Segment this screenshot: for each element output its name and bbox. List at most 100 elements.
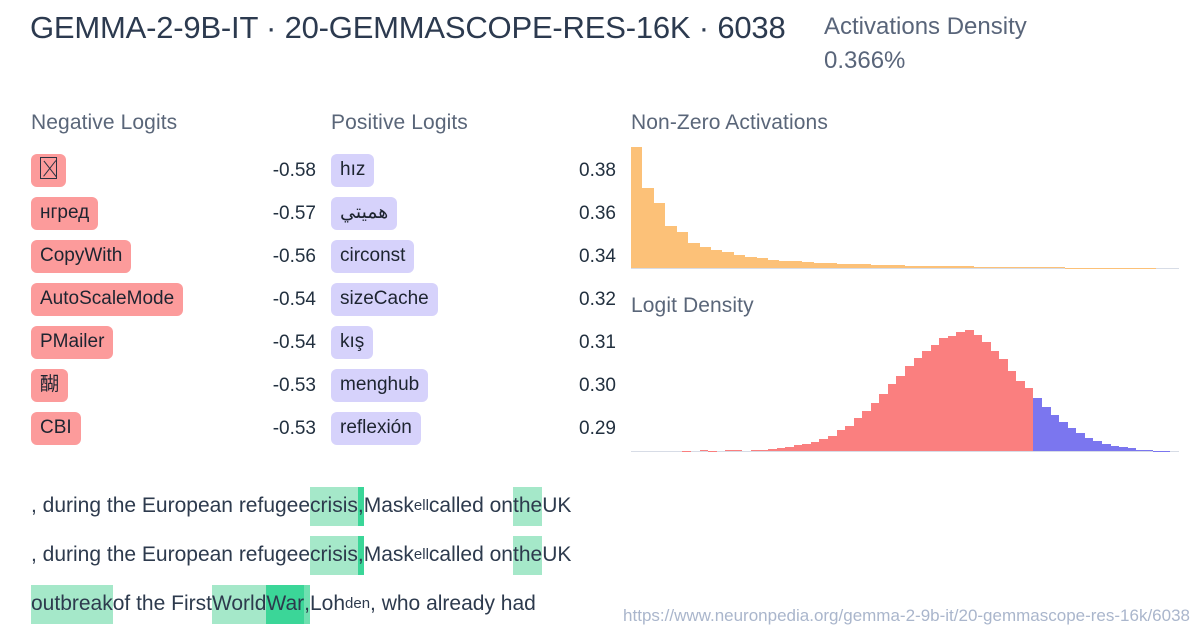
logit-density-heading: Logit Density — [631, 294, 754, 317]
negative-logit-row[interactable]: нгред -0.57 — [31, 192, 316, 235]
negative-logit-value: -0.56 — [272, 245, 316, 267]
logit-density-bar — [1093, 441, 1102, 451]
activation-bar — [1019, 267, 1031, 268]
logit-density-bar — [845, 425, 854, 451]
positive-logit-row[interactable]: reflexión 0.29 — [331, 407, 616, 450]
positive-logit-token[interactable]: reflexión — [331, 412, 421, 445]
negative-logit-row[interactable]: -0.58 — [31, 149, 316, 192]
negative-logit-token[interactable]: PMailer — [31, 326, 114, 359]
negative-logit-token[interactable]: CopyWith — [31, 240, 132, 273]
negative-logit-token[interactable]: AutoScaleMode — [31, 283, 184, 316]
sample-token-highlighted: crisis — [310, 487, 358, 526]
negative-logit-row[interactable]: CopyWith -0.56 — [31, 235, 316, 278]
activation-bar — [962, 266, 974, 268]
positive-logit-row[interactable]: kış 0.31 — [331, 321, 616, 364]
activation-bar — [631, 147, 643, 268]
activation-bar — [916, 265, 928, 268]
logit-density-bar — [1059, 421, 1068, 451]
header: GEMMA-2-9B-IT · 20-GEMMASCOPE-RES-16K · … — [30, 2, 1180, 98]
negative-logit-token[interactable]: CBI — [31, 412, 81, 445]
logit-density-bar — [759, 449, 768, 451]
sample-token: Mask — [363, 494, 414, 517]
logit-density-bar — [1024, 388, 1034, 451]
positive-logit-row[interactable]: menghub 0.30 — [331, 364, 616, 407]
logit-density-bar — [733, 450, 743, 451]
positive-logit-token[interactable]: هميتي — [331, 197, 398, 230]
sample-token-highlighted: outbreak — [31, 585, 113, 624]
sample-text-line[interactable]: , during the European refugee crisis, Ma… — [31, 531, 1171, 580]
logit-density-bar — [1042, 407, 1051, 451]
negative-logit-token[interactable]: 醐 — [31, 369, 69, 402]
activation-bar — [1042, 267, 1054, 268]
activation-bar — [676, 231, 689, 268]
activation-bar — [985, 266, 997, 268]
logit-density-bar — [1144, 450, 1154, 451]
logit-density-bar — [1050, 414, 1060, 451]
activation-bar — [973, 266, 986, 268]
positive-logit-row[interactable]: هميتي 0.36 — [331, 192, 616, 235]
logit-density-bar — [750, 449, 760, 451]
logit-density-bar — [947, 336, 957, 451]
sample-token: Loh — [309, 592, 346, 615]
logit-density-bar — [982, 342, 991, 451]
activation-bar — [870, 264, 883, 268]
sample-token: called on — [428, 543, 513, 566]
positive-logit-token[interactable]: circonst — [331, 240, 415, 273]
activation-bar — [733, 254, 746, 268]
negative-logit-token[interactable]: нгред — [31, 197, 99, 230]
logit-density-bar — [768, 448, 777, 451]
sample-token: ell — [413, 497, 429, 514]
negative-logit-row[interactable]: PMailer -0.54 — [31, 321, 316, 364]
sample-token: , who already had — [370, 592, 536, 615]
logit-density-bar — [1119, 447, 1128, 451]
sample-token-highlighted: , — [357, 487, 364, 526]
sample-token-highlighted: , — [357, 536, 364, 575]
logit-density-bar — [819, 438, 828, 451]
positive-logit-token[interactable]: hız — [331, 154, 375, 187]
negative-logit-row[interactable]: 醐 -0.53 — [31, 364, 316, 407]
negative-logits-heading: Negative Logits — [31, 111, 178, 134]
activation-bar — [1053, 267, 1066, 268]
activation-bar — [745, 256, 757, 268]
logit-density-bar — [956, 332, 965, 451]
activation-bar — [1030, 267, 1043, 268]
activation-bar — [802, 261, 814, 268]
logit-density-bar — [999, 359, 1008, 451]
activation-bar — [859, 264, 871, 268]
sample-token: of the First — [112, 592, 212, 615]
sample-text-line[interactable]: outbreak of the First World War, Loh den,… — [31, 580, 1171, 629]
logit-density-bar — [862, 411, 871, 451]
activation-bar — [893, 265, 906, 268]
sample-token-highlighted: the — [512, 536, 543, 575]
logit-density-bar — [964, 330, 974, 451]
activation-bar — [722, 252, 734, 268]
logit-density-bar — [1084, 437, 1094, 451]
positive-logit-value: 0.38 — [579, 159, 616, 181]
activation-bar — [779, 260, 791, 268]
negative-logit-row[interactable]: AutoScaleMode -0.54 — [31, 278, 316, 321]
logit-density-bar — [1067, 428, 1077, 451]
positive-logit-token[interactable]: sizeCache — [331, 283, 438, 316]
positive-logit-row[interactable]: sizeCache 0.32 — [331, 278, 616, 321]
sample-text-line[interactable]: , during the European refugee crisis, Ma… — [31, 482, 1171, 531]
positive-logit-row[interactable]: circonst 0.34 — [331, 235, 616, 278]
logit-density-bar — [699, 450, 709, 451]
logit-density-bar — [836, 430, 846, 451]
activation-bar — [905, 265, 917, 268]
logit-density-bar — [776, 447, 786, 451]
sample-token: Mask — [363, 543, 414, 566]
negative-logit-token[interactable] — [31, 154, 66, 187]
sample-token: called on — [428, 494, 513, 517]
activation-bar — [939, 266, 951, 268]
activation-bar — [790, 261, 803, 268]
logit-density-chart — [631, 330, 1179, 452]
positive-logit-row[interactable]: hız 0.38 — [331, 149, 616, 192]
activations-bars — [631, 147, 1179, 268]
activation-text-samples: , during the European refugee crisis, Ma… — [31, 482, 1171, 629]
positive-logit-token[interactable]: kış — [331, 326, 374, 359]
non-zero-activations-heading: Non-Zero Activations — [631, 111, 828, 134]
positive-logit-token[interactable]: menghub — [331, 369, 429, 402]
sample-token-highlighted: crisis — [310, 536, 358, 575]
negative-logit-row[interactable]: CBI -0.53 — [31, 407, 316, 450]
source-url-watermark: https://www.neuronpedia.org/gemma-2-9b-i… — [623, 606, 1190, 625]
